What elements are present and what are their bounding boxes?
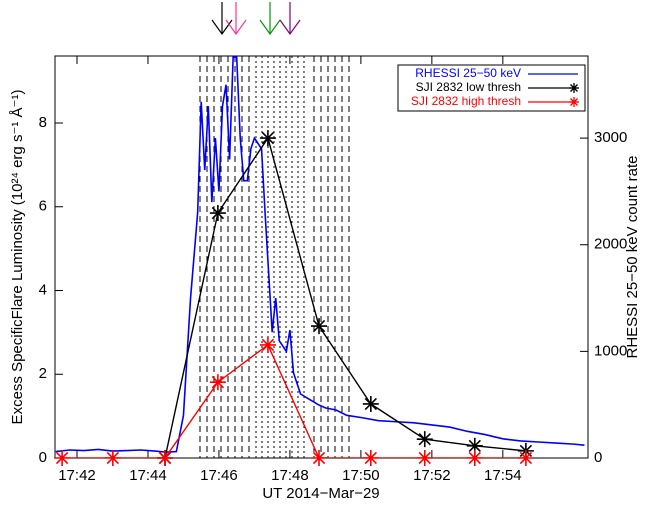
star-marker (311, 318, 328, 335)
star-marker (54, 450, 71, 466)
star-marker (416, 431, 433, 448)
y2-axis-label: RHESSI 25−50 keV count rate (624, 155, 641, 358)
y2-tick-label: 1000 (594, 342, 627, 359)
y-axis-label: Excess SpecificFlare Luminosity (10²⁴ er… (9, 90, 26, 425)
star-marker (259, 336, 276, 353)
star-marker (416, 450, 433, 466)
y-tick-label: 6 (39, 198, 47, 215)
x-tick-label: 17:48 (271, 467, 309, 484)
legend-label: SJI 2832 high thresh (411, 94, 521, 108)
x-tick-label: 17:50 (342, 467, 380, 484)
x-tick-label: 17:44 (129, 467, 167, 484)
x-tick-label: 17:46 (200, 467, 238, 484)
legend-marker (569, 97, 579, 107)
star-marker (362, 450, 379, 466)
series-line (164, 136, 526, 458)
x-tick-label: 17:52 (413, 467, 451, 484)
star-marker (466, 437, 483, 454)
y-tick-label: 2 (39, 365, 47, 382)
star-marker (104, 450, 121, 466)
y-tick-label: 0 (39, 449, 47, 466)
star-marker (517, 450, 534, 466)
x-tick-label: 17:42 (58, 467, 96, 484)
y-tick-label: 8 (39, 114, 47, 131)
star-marker (311, 450, 328, 466)
arrow-head (225, 19, 247, 36)
histogram-line (55, 56, 585, 453)
decoration (211, 2, 301, 36)
series-line (62, 343, 526, 458)
y2-tick-label: 3000 (594, 129, 627, 146)
x-tick-label: 17:54 (484, 467, 522, 484)
y2-tick-label: 2000 (594, 236, 627, 253)
y2-tick-label: 0 (594, 449, 602, 466)
legend-marker (569, 83, 579, 93)
legend-label: SJI 2832 low thresh (416, 80, 521, 94)
star-marker (362, 395, 379, 412)
star-marker (209, 205, 226, 222)
star-marker (259, 130, 276, 147)
arrow-head (279, 19, 301, 36)
star-marker (209, 374, 226, 391)
star-marker (157, 450, 174, 466)
y-tick-label: 4 (39, 281, 47, 298)
arrow-head (259, 19, 281, 36)
legend-label: RHESSI 25−50 keV (415, 66, 521, 80)
star-marker (466, 450, 483, 466)
x-axis-label: UT 2014−Mar−29 (262, 485, 379, 502)
